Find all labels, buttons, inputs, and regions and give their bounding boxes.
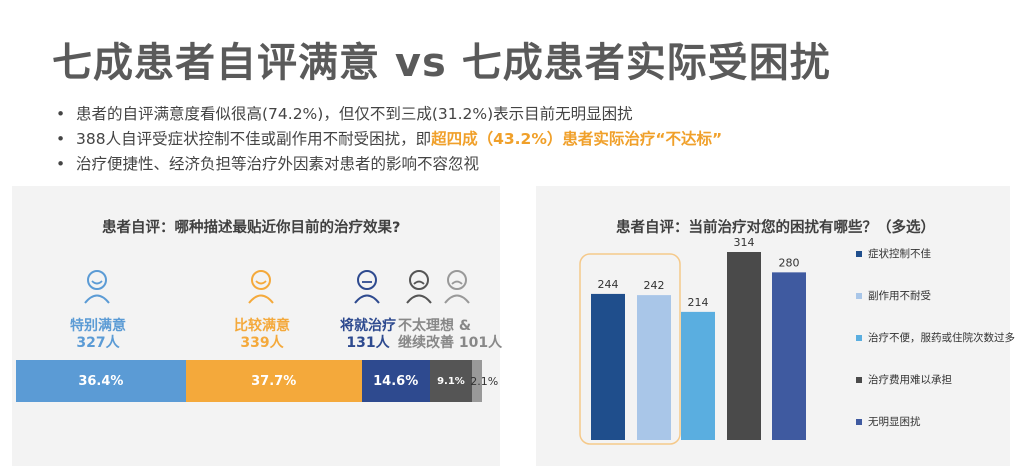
concerns-bar-chart: 244 242 214 314 280: [579, 236, 806, 445]
legend-swatch: [856, 376, 862, 383]
bar-value-label: 314: [734, 236, 755, 249]
summary-bullets: 患者的自评满意度看似很高(74.2%)，但仅不到三成(31.2%)表示目前无明显…: [56, 102, 722, 177]
legend-item: 治疗不便，服药或住院次数过多: [856, 330, 1015, 345]
stack-segment-satisfied: 37.7%: [185, 360, 362, 402]
smiling-face-icon: [248, 270, 274, 304]
bar-0: [591, 293, 625, 440]
stack-segment-needs-improvement: 2.1%: [470, 360, 498, 402]
group-label-acceptable: 将就治疗 131人: [330, 318, 406, 352]
bar-1: [637, 295, 671, 440]
concerns-panel: 患者自评：当前治疗对您的困扰有哪些？（多选） 244 242 214 314 280 症…: [536, 186, 1015, 466]
segment-label: 9.1%: [437, 375, 465, 387]
legend-item: 无明显困扰: [856, 414, 921, 429]
sad-face-icon: [406, 270, 432, 304]
group-name: 比较满意: [234, 318, 290, 334]
bullet-2-highlight: 超四成（43.2%）患者实际治疗“不达标”: [431, 130, 723, 148]
group-count: 327人: [76, 335, 120, 351]
legend-swatch: [856, 292, 862, 299]
legend-item: 副作用不耐受: [856, 288, 931, 303]
bullet-1-text: 患者的自评满意度看似很高(74.2%)，但仅不到三成(31.2%)表示目前无明显…: [76, 105, 633, 123]
group-label-unsatisfied: 不太理想 & 继续改善 101人: [398, 318, 502, 352]
segment-label: 2.1%: [470, 374, 499, 388]
bullet-2: 388人自评受症状控制不佳或副作用不耐受困扰，即超四成（43.2%）患者实际治疗…: [56, 127, 722, 152]
satisfaction-chart-title: 患者自评：哪种描述最贴近你目前的治疗效果?: [102, 220, 401, 236]
stack-segment-acceptable: 14.6%: [361, 360, 430, 402]
group-name: 特别满意: [70, 318, 126, 334]
group-name-line2: 继续改善: [398, 335, 454, 351]
legend-label: 治疗不便，服药或住院次数过多: [868, 332, 1015, 344]
group-name-line1: 不太理想 &: [398, 318, 472, 334]
group-name: 将就治疗: [340, 318, 396, 334]
segment-label: 37.7%: [251, 373, 297, 389]
legend-swatch: [856, 334, 862, 341]
legend-label: 症状控制不佳: [868, 248, 931, 260]
segment-label: 14.6%: [373, 373, 419, 389]
bar-3: [727, 252, 761, 440]
neutral-face-icon: [354, 270, 380, 304]
smiling-face-icon: [84, 270, 110, 304]
group-count: 131人: [346, 335, 390, 351]
legend-swatch: [856, 250, 862, 257]
group-count: 101人: [458, 335, 503, 351]
legend-label: 副作用不耐受: [868, 290, 931, 302]
stack-segment-unsatisfied: 9.1%: [429, 360, 473, 402]
highlight-frame: [579, 253, 681, 445]
bullet-1: 患者的自评满意度看似很高(74.2%)，但仅不到三成(31.2%)表示目前无明显…: [56, 102, 722, 127]
bullet-3-text: 治疗便捷性、经济负担等治疗外因素对患者的影响不容忽视: [76, 155, 480, 173]
legend-label: 无明显困扰: [868, 416, 921, 428]
sad-face-icon: [444, 270, 470, 304]
bar-value-label: 244: [598, 278, 619, 291]
stack-segment-very-satisfied: 36.4%: [16, 360, 186, 402]
satisfaction-panel: 患者自评：哪种描述最贴近你目前的治疗效果? 特别满意 327人 比较满意 339…: [12, 186, 502, 466]
bar-value-label: 214: [688, 296, 709, 309]
legend-item: 症状控制不佳: [856, 246, 931, 261]
bar-value-label: 242: [644, 279, 665, 292]
group-count: 339人: [240, 335, 284, 351]
bar-2: [681, 311, 715, 440]
segment-label: 36.4%: [78, 373, 124, 389]
legend-item: 治疗费用难以承担: [856, 372, 952, 387]
bullet-2-prefix: 388人自评受症状控制不佳或副作用不耐受困扰，即: [76, 130, 432, 148]
bullet-3: 治疗便捷性、经济负担等治疗外因素对患者的影响不容忽视: [56, 152, 722, 177]
bar-4: [772, 272, 806, 440]
page-title: 七成患者自评满意 vs 七成患者实际受困扰: [52, 40, 831, 86]
concerns-chart-title: 患者自评：当前治疗对您的困扰有哪些？（多选）: [616, 220, 935, 236]
legend-swatch: [856, 418, 862, 425]
group-label-very-satisfied: 特别满意 327人: [60, 318, 136, 352]
bar-value-label: 280: [779, 256, 800, 269]
legend-label: 治疗费用难以承担: [868, 374, 952, 386]
group-label-satisfied: 比较满意 339人: [224, 318, 300, 352]
